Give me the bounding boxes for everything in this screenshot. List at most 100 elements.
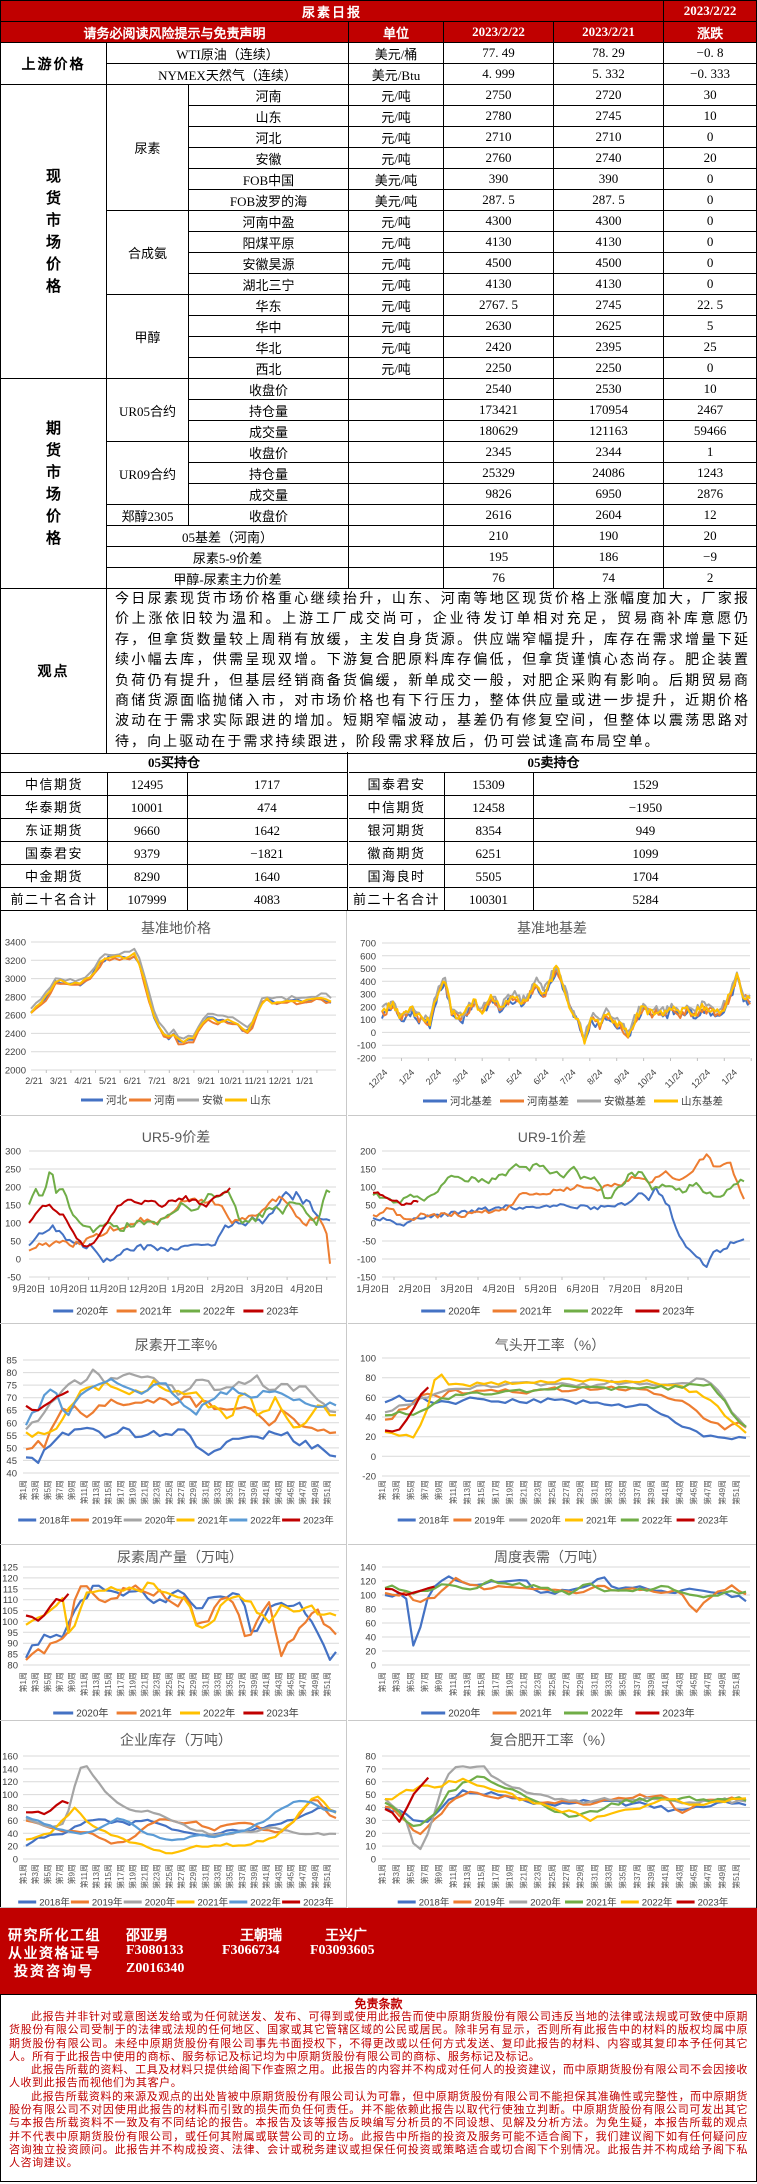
- svg-text:2019年: 2019年: [474, 1897, 505, 1909]
- svg-text:第11周: 第11周: [448, 1672, 458, 1696]
- svg-text:第13周: 第13周: [462, 1864, 472, 1889]
- svg-text:尿素开工率%: 尿素开工率%: [135, 1337, 217, 1353]
- svg-text:110: 110: [3, 1595, 18, 1606]
- svg-text:第31周: 第31周: [200, 1672, 210, 1697]
- svg-text:95: 95: [7, 1628, 18, 1639]
- svg-text:10月20日: 10月20日: [50, 1284, 88, 1294]
- svg-text:第13周: 第13周: [91, 1672, 101, 1697]
- svg-text:第41周: 第41周: [261, 1672, 271, 1697]
- svg-text:第3周: 第3周: [391, 1672, 401, 1692]
- svg-text:第27周: 第27周: [561, 1480, 571, 1505]
- svg-text:第5周: 第5周: [42, 1480, 52, 1500]
- svg-text:125: 125: [2, 1563, 18, 1574]
- svg-text:10/24: 10/24: [635, 1067, 658, 1090]
- svg-text:复合肥开工率（%）: 复合肥开工率（%）: [490, 1732, 614, 1748]
- svg-text:第43周: 第43周: [674, 1864, 684, 1889]
- svg-text:100: 100: [360, 1015, 376, 1026]
- svg-text:1/24: 1/24: [720, 1067, 739, 1086]
- svg-text:第15周: 第15周: [476, 1672, 486, 1697]
- svg-text:0: 0: [371, 1661, 376, 1672]
- svg-text:2022年: 2022年: [591, 1305, 623, 1318]
- svg-text:40: 40: [365, 1413, 376, 1424]
- svg-text:第51周: 第51周: [731, 1672, 741, 1697]
- svg-text:第25周: 第25周: [547, 1672, 557, 1697]
- svg-text:河北: 河北: [106, 1095, 127, 1107]
- svg-text:20: 20: [365, 1829, 376, 1840]
- svg-text:0: 0: [371, 1028, 376, 1039]
- svg-text:5月20日: 5月20日: [524, 1284, 557, 1294]
- svg-text:第35周: 第35周: [618, 1480, 628, 1505]
- svg-text:70: 70: [365, 1764, 376, 1775]
- svg-text:6/21: 6/21: [124, 1076, 142, 1086]
- svg-text:第33周: 第33周: [604, 1480, 614, 1505]
- svg-text:150: 150: [360, 1165, 376, 1176]
- svg-text:第15周: 第15周: [476, 1864, 486, 1889]
- svg-text:300: 300: [5, 1147, 21, 1158]
- svg-text:第29周: 第29周: [575, 1864, 585, 1889]
- svg-text:2020年: 2020年: [448, 1707, 480, 1720]
- svg-text:第45周: 第45周: [689, 1480, 699, 1505]
- svg-text:河南: 河南: [154, 1094, 175, 1107]
- svg-text:2023年: 2023年: [303, 1897, 334, 1909]
- svg-text:第31周: 第31周: [200, 1480, 210, 1505]
- svg-text:70: 70: [6, 1393, 17, 1404]
- svg-text:12/24: 12/24: [689, 1067, 712, 1090]
- svg-text:4月20日: 4月20日: [482, 1284, 515, 1294]
- svg-text:第35周: 第35周: [225, 1672, 235, 1697]
- svg-text:第11周: 第11周: [448, 1864, 458, 1888]
- svg-text:105: 105: [2, 1606, 18, 1617]
- svg-text:2月20日: 2月20日: [211, 1284, 244, 1294]
- svg-text:第45周: 第45周: [286, 1864, 296, 1889]
- svg-text:2018年: 2018年: [39, 1897, 70, 1909]
- svg-text:2022年: 2022年: [591, 1707, 623, 1720]
- svg-text:2021年: 2021年: [140, 1305, 172, 1318]
- svg-text:尿素周产量（万吨）: 尿素周产量（万吨）: [117, 1549, 243, 1565]
- svg-text:第33周: 第33周: [213, 1864, 223, 1889]
- svg-text:2021年: 2021年: [198, 1515, 229, 1527]
- svg-text:10: 10: [365, 1842, 376, 1853]
- svg-text:9/21: 9/21: [197, 1076, 215, 1086]
- svg-text:第37周: 第37周: [632, 1864, 642, 1889]
- svg-text:3400: 3400: [5, 938, 26, 949]
- svg-text:12月20日: 12月20日: [129, 1284, 167, 1294]
- svg-text:400: 400: [360, 977, 376, 988]
- svg-text:第31周: 第31周: [589, 1672, 599, 1697]
- svg-text:第13周: 第13周: [91, 1864, 101, 1889]
- svg-text:2018年: 2018年: [419, 1897, 450, 1909]
- svg-text:11/24: 11/24: [663, 1067, 686, 1090]
- svg-text:第17周: 第17周: [490, 1480, 500, 1505]
- svg-text:4/21: 4/21: [74, 1076, 92, 1086]
- svg-text:60: 60: [365, 1393, 376, 1404]
- svg-text:250: 250: [5, 1165, 21, 1176]
- svg-text:第19周: 第19周: [127, 1864, 137, 1889]
- svg-text:第37周: 第37周: [237, 1864, 247, 1889]
- svg-text:第37周: 第37周: [632, 1480, 642, 1505]
- svg-text:-100: -100: [357, 1041, 376, 1052]
- svg-text:第9周: 第9周: [434, 1672, 444, 1692]
- svg-text:第35周: 第35周: [225, 1864, 235, 1889]
- svg-text:第27周: 第27周: [561, 1672, 571, 1697]
- svg-text:山东: 山东: [250, 1094, 271, 1107]
- svg-text:0: 0: [371, 1452, 376, 1463]
- svg-text:60: 60: [7, 1816, 18, 1827]
- svg-text:第47周: 第47周: [298, 1672, 308, 1697]
- svg-text:45: 45: [6, 1456, 17, 1467]
- svg-text:4/24: 4/24: [478, 1067, 497, 1086]
- svg-text:第1周: 第1周: [18, 1480, 28, 1500]
- svg-text:第7周: 第7周: [420, 1480, 430, 1500]
- svg-text:第25周: 第25周: [547, 1864, 557, 1889]
- svg-text:UR9-1价差: UR9-1价差: [518, 1129, 586, 1145]
- svg-text:第33周: 第33周: [604, 1864, 614, 1889]
- svg-text:第15周: 第15周: [103, 1672, 113, 1697]
- svg-text:第17周: 第17周: [490, 1864, 500, 1889]
- svg-text:30: 30: [365, 1816, 376, 1827]
- svg-text:第45周: 第45周: [286, 1672, 296, 1697]
- svg-text:3月20日: 3月20日: [440, 1284, 473, 1294]
- svg-text:第41周: 第41周: [261, 1480, 271, 1505]
- svg-text:第9周: 第9周: [67, 1480, 77, 1500]
- svg-text:第41周: 第41周: [660, 1864, 670, 1889]
- svg-text:40: 40: [6, 1469, 17, 1480]
- svg-text:河北基差: 河北基差: [450, 1095, 492, 1108]
- svg-text:第25周: 第25周: [547, 1480, 557, 1505]
- svg-text:2021年: 2021年: [520, 1305, 552, 1318]
